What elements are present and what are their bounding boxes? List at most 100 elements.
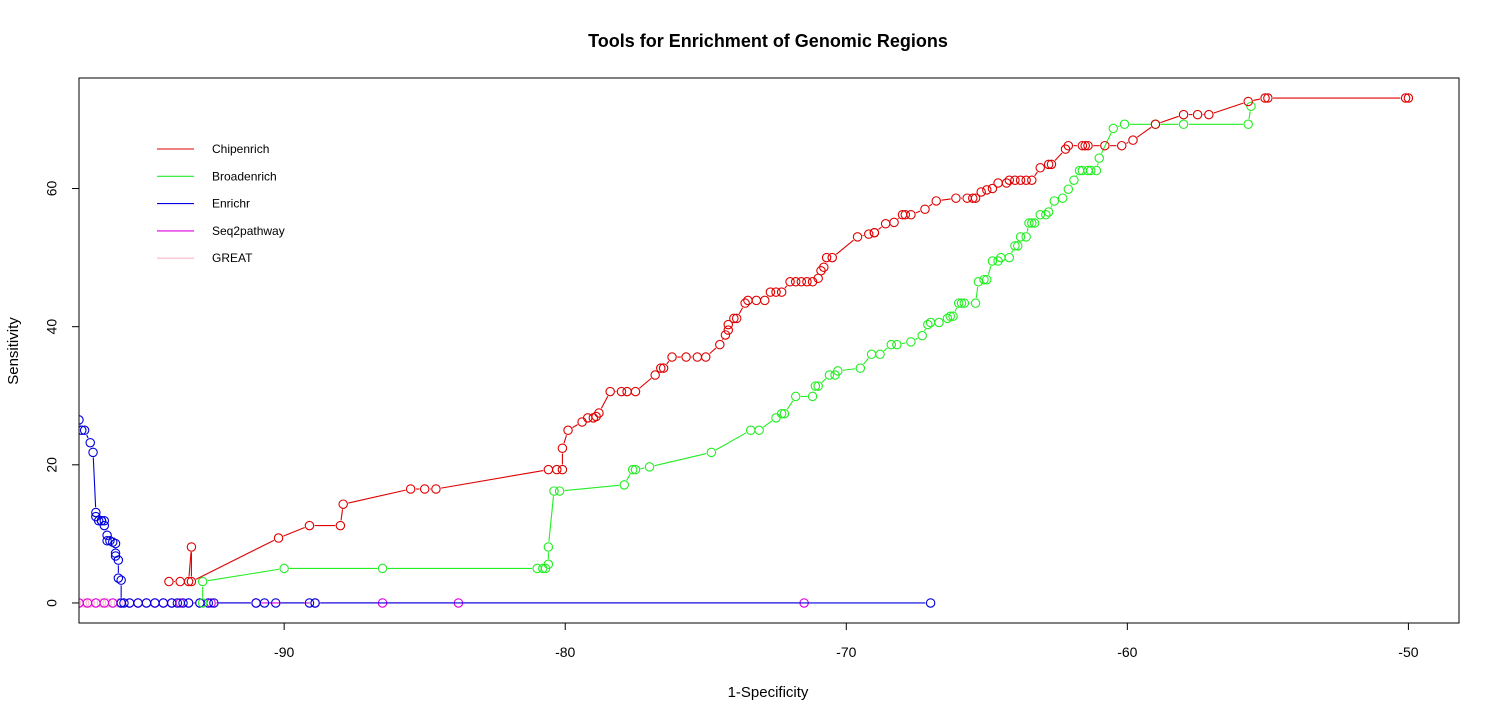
- data-point: [886, 339, 897, 350]
- data-point: [310, 598, 320, 608]
- data-point: [1060, 144, 1071, 154]
- series-line-segment: [666, 360, 670, 365]
- data-point: [1027, 218, 1037, 228]
- data-point: [113, 598, 124, 608]
- series-line-segment: [863, 357, 869, 365]
- data-point: [1260, 93, 1270, 103]
- data-point: [1004, 252, 1015, 263]
- data-point: [731, 313, 742, 324]
- data-point: [816, 265, 826, 276]
- data-point: [1001, 178, 1012, 188]
- series-line-segment: [821, 378, 827, 383]
- data-point: [968, 193, 978, 203]
- data-point: [419, 484, 430, 494]
- legend-label: Broadenrich: [212, 169, 277, 183]
- data-point: [948, 311, 958, 322]
- data-point: [405, 484, 416, 494]
- data-point: [1043, 207, 1054, 217]
- data-point: [821, 252, 832, 263]
- data-point: [1021, 232, 1031, 242]
- series-line-segment: [928, 203, 933, 207]
- data-point: [335, 520, 346, 531]
- series-line-segment: [1253, 98, 1261, 101]
- series-line-segment: [915, 337, 918, 340]
- x-axis: -90 -80 -70 -60 -50: [274, 623, 1419, 660]
- y-tick-label: 0: [44, 599, 60, 607]
- data-point: [85, 598, 95, 608]
- data-point: [1178, 119, 1189, 130]
- data-point: [1178, 109, 1189, 120]
- data-point: [102, 536, 112, 546]
- data-point: [889, 217, 899, 228]
- data-point: [1077, 140, 1088, 151]
- series-line-segment: [188, 552, 192, 577]
- data-point: [79, 425, 87, 436]
- data-point: [273, 533, 284, 543]
- data-point: [1015, 175, 1026, 185]
- y-tick-label: 60: [44, 181, 60, 197]
- data-point: [942, 313, 953, 324]
- series-line-segment: [340, 509, 344, 521]
- data-point: [549, 486, 559, 496]
- data-point: [785, 277, 795, 287]
- series-line-segment: [654, 453, 707, 467]
- data-point: [1063, 140, 1074, 151]
- data-point: [959, 298, 970, 308]
- data-point: [1403, 93, 1414, 103]
- series-line-segment: [563, 435, 568, 444]
- series-line-segment: [639, 377, 652, 389]
- series-line-segment: [92, 457, 97, 508]
- data-point: [720, 330, 731, 340]
- data-point: [1043, 159, 1054, 170]
- data-point: [706, 447, 717, 458]
- legend-label: Seq2pathway: [212, 224, 285, 238]
- data-point: [976, 187, 986, 197]
- data-point: [1091, 165, 1102, 176]
- data-point: [563, 425, 573, 436]
- data-point: [824, 370, 835, 380]
- data-point: [1246, 101, 1256, 112]
- data-point: [807, 391, 818, 402]
- data-point: [102, 598, 112, 608]
- series-line-segment: [924, 328, 926, 332]
- series-line-segment: [440, 469, 544, 489]
- data-point: [85, 437, 95, 448]
- x-axis-label: 1-Specificity: [728, 684, 809, 701]
- data-point: [119, 598, 129, 608]
- plot-frame: [78, 77, 1460, 624]
- x-tick-label: -50: [1398, 644, 1418, 660]
- series-line-segment: [1054, 152, 1063, 161]
- data-point: [619, 480, 630, 490]
- data-point: [1100, 140, 1110, 151]
- data-point: [765, 287, 776, 297]
- data-point: [594, 408, 604, 418]
- data-point: [113, 555, 124, 565]
- data-point: [920, 204, 930, 214]
- data-point: [1063, 184, 1074, 194]
- chart-title: Tools for Enrichment of Genomic Regions: [588, 31, 948, 51]
- data-point: [178, 598, 188, 608]
- data-point: [987, 183, 998, 194]
- data-point: [113, 573, 124, 583]
- series-line-segment: [1011, 250, 1014, 254]
- series-line-segment: [548, 496, 555, 542]
- data-point: [900, 210, 911, 220]
- series-enrichr: [79, 415, 936, 608]
- series-line-segment: [738, 307, 744, 315]
- data-point: [906, 210, 916, 220]
- series-line-segment: [941, 198, 951, 201]
- x-tick-label: -60: [1117, 644, 1137, 660]
- data-point: [88, 447, 98, 458]
- data-point: [855, 363, 866, 373]
- series-line-segment: [835, 239, 854, 255]
- series-line-segment: [1097, 163, 1099, 166]
- data-point: [1083, 140, 1093, 151]
- data-point: [802, 277, 812, 287]
- data-point: [1069, 175, 1079, 185]
- data-point: [1116, 140, 1127, 151]
- data-point: [1128, 135, 1138, 145]
- series-line-segment: [842, 368, 856, 371]
- series-line-segment: [195, 539, 275, 580]
- series-line-segment: [86, 434, 89, 439]
- series-line-segment: [348, 489, 406, 504]
